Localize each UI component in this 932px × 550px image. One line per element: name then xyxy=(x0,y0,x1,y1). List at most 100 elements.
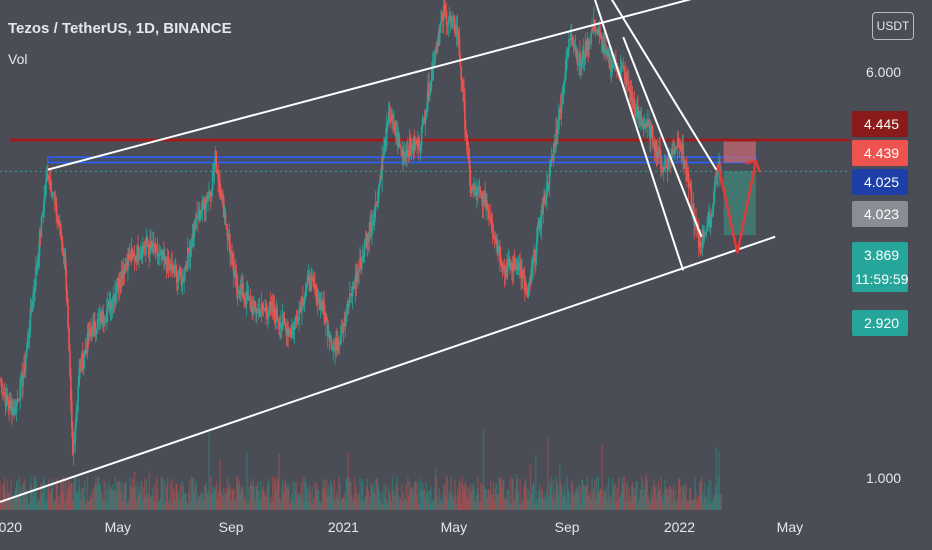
volume-bar xyxy=(571,480,573,510)
candle-body xyxy=(251,305,254,316)
volume-bar xyxy=(576,487,579,510)
volume-bar xyxy=(528,500,531,510)
volume-bar xyxy=(419,488,421,510)
volume-bar xyxy=(704,496,707,510)
volume-bar xyxy=(609,503,612,510)
candle-body xyxy=(427,83,429,102)
volume-bar xyxy=(633,495,636,510)
candle-body xyxy=(52,193,55,195)
candle-body xyxy=(140,252,143,258)
volume-bar xyxy=(98,484,101,510)
x-tick-label: May xyxy=(105,519,131,535)
price-label-box xyxy=(852,201,908,227)
volume-bar xyxy=(369,496,371,510)
candle-body xyxy=(387,111,390,121)
volume-bar xyxy=(20,485,22,510)
candle-body xyxy=(136,245,138,261)
trendline-wedge-right xyxy=(622,36,703,238)
candle-body xyxy=(156,247,159,257)
volume-bar xyxy=(209,493,211,510)
volume-bar xyxy=(460,503,463,510)
candle-body xyxy=(648,122,650,125)
candle-body xyxy=(282,314,285,319)
candle-body xyxy=(696,225,698,231)
volume-bar xyxy=(655,499,658,510)
candle-body xyxy=(591,29,593,34)
candle-body xyxy=(171,264,173,266)
volume-bar xyxy=(438,488,440,510)
volume-bar xyxy=(85,499,88,510)
volume-bar xyxy=(332,500,335,510)
candle-body xyxy=(659,148,661,155)
volume-bar xyxy=(661,495,663,510)
price-label-value: 4.025 xyxy=(864,174,899,190)
candle-body xyxy=(333,347,335,351)
volume-bar xyxy=(267,481,269,510)
candle-body xyxy=(446,24,449,26)
candle-body xyxy=(506,266,509,277)
volume-bar xyxy=(397,487,399,510)
candle-body xyxy=(669,158,672,161)
candle-body xyxy=(546,181,548,198)
volume-bar xyxy=(248,502,251,510)
candle-body xyxy=(319,301,322,310)
candle-body xyxy=(428,83,430,96)
volume-bar xyxy=(427,491,429,510)
price-label-box xyxy=(852,310,908,336)
volume-bar xyxy=(696,501,698,510)
volume-bar xyxy=(222,496,224,510)
currency-button[interactable]: USDT xyxy=(872,12,914,40)
candle-body xyxy=(663,166,666,168)
candle-body xyxy=(20,374,22,379)
candle-body xyxy=(30,309,33,312)
candle-body xyxy=(578,53,580,63)
volume-bar xyxy=(371,484,373,510)
candle-body xyxy=(536,226,539,239)
candle-body xyxy=(608,53,611,68)
candle-body xyxy=(17,398,20,401)
candle-body xyxy=(546,181,549,190)
candle-body xyxy=(373,211,376,224)
volume-bar xyxy=(538,483,541,510)
volume-bar xyxy=(131,478,134,510)
volume-bar xyxy=(80,499,82,510)
candle-body xyxy=(386,120,389,124)
volume-bar xyxy=(525,479,527,510)
volume-bar xyxy=(192,477,195,510)
candle-body xyxy=(598,29,601,33)
volume-bar xyxy=(135,500,138,510)
volume-bar xyxy=(542,498,544,510)
volume-bar xyxy=(201,492,203,510)
candle-body xyxy=(123,270,126,274)
volume-bar xyxy=(638,498,640,510)
volume-bar xyxy=(312,503,314,510)
candle-body xyxy=(436,41,439,53)
candle-body xyxy=(674,151,676,154)
volume-bar xyxy=(290,499,292,510)
candle-body xyxy=(541,209,544,215)
candle-body xyxy=(673,149,675,154)
candle-body xyxy=(0,378,2,381)
candle-body xyxy=(647,119,649,125)
volume-bar xyxy=(636,481,638,510)
candle-body xyxy=(354,275,357,289)
volume-indicator-legend[interactable]: Vol xyxy=(8,51,28,67)
candle-body xyxy=(458,36,461,57)
candle-body xyxy=(139,255,141,259)
volume-bar xyxy=(239,493,242,510)
volume-bar xyxy=(381,490,383,510)
volume-bar xyxy=(90,498,92,510)
candle-body xyxy=(445,11,448,25)
volume-bar xyxy=(195,479,197,510)
candle-body xyxy=(342,324,345,332)
candle-body xyxy=(513,257,516,264)
candle-body xyxy=(380,175,382,179)
candle-body xyxy=(175,265,177,270)
symbol-legend[interactable]: Tezos / TetherUS, 1D, BINANCE xyxy=(8,20,232,37)
candle-body xyxy=(73,440,76,444)
candle-body xyxy=(371,222,373,233)
volume-bar xyxy=(326,479,328,510)
volume-bar xyxy=(599,488,602,510)
volume-bar xyxy=(57,495,59,510)
